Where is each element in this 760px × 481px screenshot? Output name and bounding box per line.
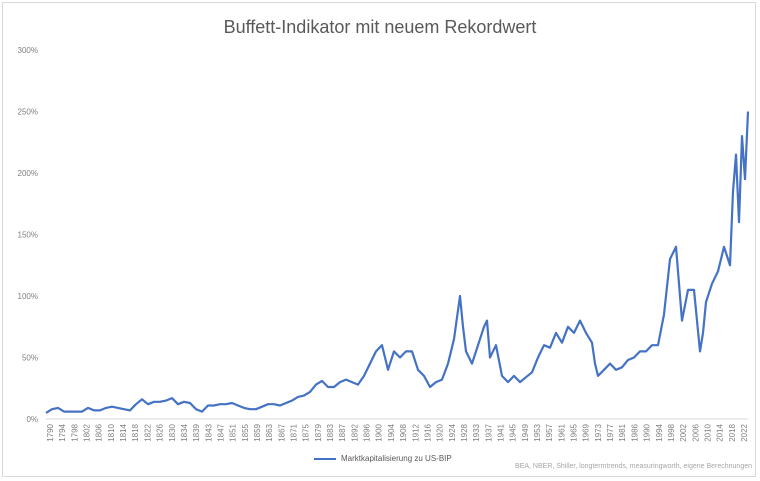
x-tick-label: 1990 bbox=[643, 423, 652, 441]
y-tick-label: 50% bbox=[22, 354, 38, 363]
x-tick-label: 1953 bbox=[533, 423, 542, 441]
y-tick-label: 100% bbox=[18, 292, 38, 301]
x-tick-label: 1798 bbox=[70, 423, 79, 441]
y-tick-label: 200% bbox=[18, 169, 38, 178]
x-tick-label: 1920 bbox=[436, 423, 445, 441]
x-tick-label: 1908 bbox=[399, 423, 408, 441]
x-tick-label: 1998 bbox=[667, 423, 676, 441]
x-tick-label: 1965 bbox=[570, 423, 579, 441]
x-tick-label: 1916 bbox=[423, 423, 432, 441]
x-tick-label: 1937 bbox=[484, 423, 493, 441]
x-tick-label: 1896 bbox=[363, 423, 372, 441]
x-tick-label: 1986 bbox=[630, 423, 639, 441]
x-tick-label: 1883 bbox=[326, 423, 335, 441]
x-tick-label: 1843 bbox=[204, 423, 213, 441]
source-note: BEA, NBER, Shiller, longtermtrends, meas… bbox=[515, 463, 752, 470]
x-tick-label: 1859 bbox=[253, 423, 262, 441]
x-tick-label: 1949 bbox=[521, 423, 530, 441]
x-tick-label: 1887 bbox=[338, 423, 347, 441]
x-tick-label: 1957 bbox=[545, 423, 554, 441]
x-tick-label: 1863 bbox=[265, 423, 274, 441]
x-tick-label: 1941 bbox=[496, 423, 505, 441]
x-tick-label: 1994 bbox=[655, 423, 664, 441]
x-tick-label: 1973 bbox=[594, 423, 603, 441]
x-tick-label: 1924 bbox=[448, 423, 457, 441]
x-tick-label: 1818 bbox=[131, 423, 140, 441]
y-tick-label: 300% bbox=[18, 46, 38, 55]
x-tick-label: 1875 bbox=[302, 423, 311, 441]
x-tick-label: 1822 bbox=[143, 423, 152, 441]
chart-title: Buffett-Indikator mit neuem Rekordwert bbox=[223, 17, 537, 37]
x-tick-label: 2014 bbox=[716, 423, 725, 441]
x-tick-label: 1839 bbox=[192, 423, 201, 441]
legend: Marktkapitalisierung zu US-BIP bbox=[314, 454, 452, 463]
x-tick-label: 1879 bbox=[314, 423, 323, 441]
x-tick-label: 1830 bbox=[168, 423, 177, 441]
x-axis-tick-labels: 1790 1794 1798 1802 1806 1810 1814 1818 1822 1826… bbox=[46, 423, 749, 441]
x-tick-label: 1961 bbox=[557, 423, 566, 441]
x-tick-label: 1802 bbox=[83, 423, 92, 441]
x-tick-label: 1900 bbox=[375, 423, 384, 441]
x-tick-label: 1912 bbox=[411, 423, 420, 441]
x-tick-label: 1867 bbox=[277, 423, 286, 441]
x-tick-label: 1871 bbox=[290, 423, 299, 441]
legend-swatch bbox=[314, 457, 336, 460]
series-line-market-cap-to-gdp bbox=[45, 111, 750, 414]
x-tick-label: 1892 bbox=[350, 423, 359, 441]
y-axis-tick-labels: 0% 50% 100% 150% 200% 250% 300% bbox=[18, 46, 38, 424]
x-tick-label: 2002 bbox=[679, 423, 688, 441]
x-tick-label: 1790 bbox=[46, 423, 55, 441]
x-tick-label: 1826 bbox=[156, 423, 165, 441]
x-tick-label: 1834 bbox=[180, 423, 189, 441]
x-tick-label: 1933 bbox=[472, 423, 481, 441]
y-tick-label: 150% bbox=[18, 231, 38, 240]
x-tick-label: 1806 bbox=[95, 423, 104, 441]
x-tick-label: 1810 bbox=[107, 423, 116, 441]
x-tick-label: 1847 bbox=[216, 423, 225, 441]
x-tick-label: 1977 bbox=[606, 423, 615, 441]
x-tick-label: 2018 bbox=[728, 423, 737, 441]
x-tick-label: 2006 bbox=[691, 423, 700, 441]
x-tick-label: 1969 bbox=[582, 423, 591, 441]
x-tick-label: 1928 bbox=[460, 423, 469, 441]
x-tick-label: 1814 bbox=[119, 423, 128, 441]
y-tick-label: 250% bbox=[18, 108, 38, 117]
x-tick-label: 1855 bbox=[241, 423, 250, 441]
y-tick-label: 0% bbox=[26, 415, 38, 424]
x-tick-label: 2010 bbox=[703, 423, 712, 441]
x-tick-label: 1794 bbox=[58, 423, 67, 441]
x-tick-label: 2022 bbox=[740, 423, 749, 441]
x-tick-label: 1851 bbox=[229, 423, 238, 441]
x-tick-label: 1945 bbox=[509, 423, 518, 441]
x-tick-label: 1904 bbox=[387, 423, 396, 441]
legend-label: Marktkapitalisierung zu US-BIP bbox=[341, 454, 452, 463]
chart-frame: Buffett-Indikator mit neuem Rekordwert bbox=[2, 2, 756, 477]
x-tick-label: 1981 bbox=[618, 423, 627, 441]
